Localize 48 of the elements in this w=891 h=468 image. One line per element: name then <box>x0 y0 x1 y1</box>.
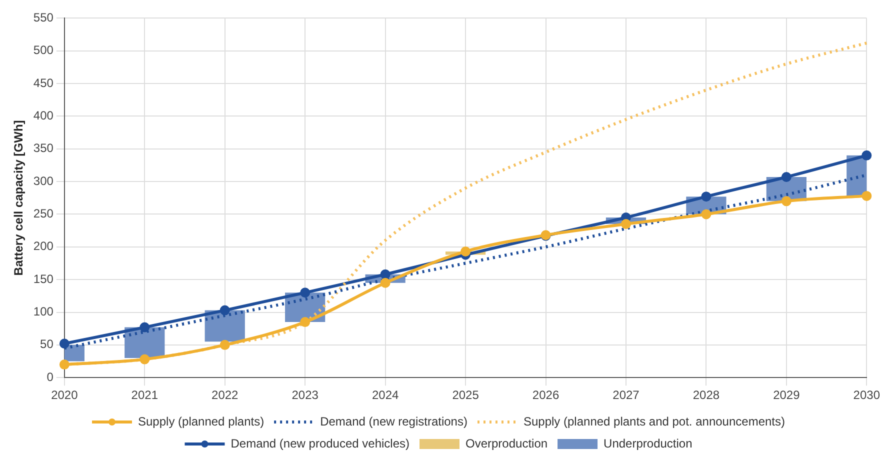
point <box>59 338 70 349</box>
legend-label: Underproduction <box>604 436 692 450</box>
x-tick-label: 2029 <box>773 388 800 402</box>
point <box>620 219 631 230</box>
x-tick-label: 2030 <box>853 388 880 402</box>
point <box>140 354 150 364</box>
point <box>220 340 230 350</box>
x-tick-label: 2022 <box>212 388 239 402</box>
y-tick-label: 400 <box>33 108 54 123</box>
x-tick-label: 2028 <box>692 388 720 402</box>
y-tick-label: 150 <box>33 272 54 286</box>
y-tick-label: 50 <box>40 337 54 352</box>
point <box>781 172 792 182</box>
point <box>862 190 872 201</box>
point <box>380 278 390 288</box>
point <box>140 322 150 332</box>
legend-label: Demand (new produced vehicles) <box>230 436 410 450</box>
x-tick-label: 2020 <box>51 388 78 402</box>
y-tick-label: 350 <box>33 141 54 156</box>
y-tick-label: 300 <box>33 174 54 188</box>
y-tick-label: 100 <box>33 304 54 319</box>
point <box>460 246 471 256</box>
y-tick-label: 200 <box>33 239 54 254</box>
point <box>781 196 792 206</box>
point <box>59 360 70 370</box>
point <box>300 288 310 298</box>
y-tick-label: 500 <box>33 43 54 58</box>
legend-label: Demand (new registrations) <box>320 414 468 428</box>
legend-label: Supply (planned plants and pot. announcements) <box>523 414 785 428</box>
x-tick-label: 2023 <box>292 388 319 402</box>
point <box>862 150 872 160</box>
point <box>701 192 712 202</box>
y-tick-label: 0 <box>46 370 54 384</box>
x-tick-label: 2024 <box>372 388 399 402</box>
legend-label: Supply (planned plants) <box>138 414 264 428</box>
y-tick-label: 250 <box>33 206 54 221</box>
point <box>300 317 310 328</box>
y-tick-label: 450 <box>33 76 54 90</box>
x-tick-label: 2027 <box>612 388 640 402</box>
x-tick-label: 2026 <box>532 388 560 402</box>
point <box>701 209 712 220</box>
point <box>380 269 390 280</box>
point <box>220 305 230 316</box>
x-tick-label: 2021 <box>131 388 158 402</box>
y-axis-title: Battery cell capacity [GWh] <box>12 120 26 276</box>
x-tick-label: 2025 <box>452 388 480 402</box>
legend-label: Overproduction <box>465 436 548 450</box>
y-tick-label: 550 <box>33 10 54 25</box>
